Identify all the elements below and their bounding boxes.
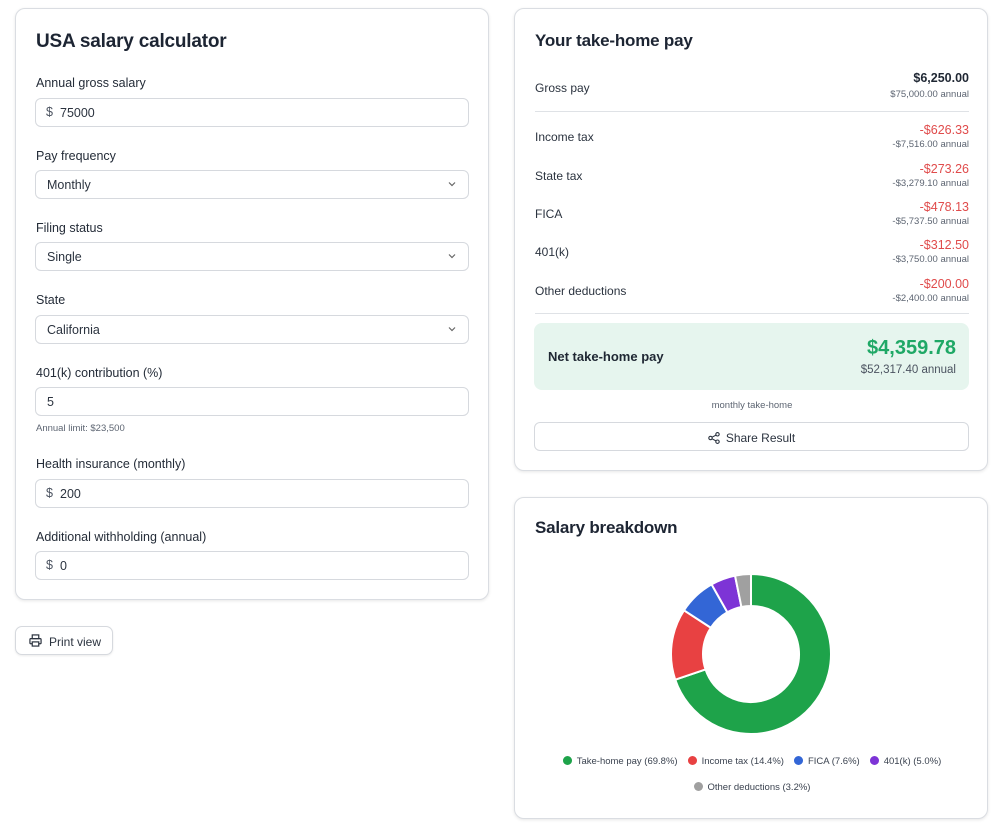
state-select[interactable]: California: [35, 315, 469, 344]
annual-salary-label: Annual gross salary: [36, 76, 146, 90]
deduction-annual: -$2,400.00 annual: [892, 293, 969, 304]
pay-frequency-label: Pay frequency: [36, 149, 116, 163]
contribution-input[interactable]: 5: [35, 387, 469, 416]
printer-icon: [29, 634, 42, 647]
gross-pay-label: Gross pay: [535, 81, 590, 95]
legend-label: Income tax (14.4%): [701, 756, 784, 767]
chevron-down-icon: [448, 182, 456, 187]
deduction-row: State tax -$273.26 -$3,279.10 annual: [535, 162, 969, 196]
pay-frequency-select[interactable]: Monthly: [35, 170, 469, 199]
legend-swatch: [693, 782, 703, 791]
dollar-prefix: $: [46, 558, 53, 572]
deduction-annual: -$3,750.00 annual: [892, 254, 969, 265]
deduction-annual: -$3,279.10 annual: [892, 178, 969, 189]
deduction-annual: -$5,737.50 annual: [892, 216, 969, 227]
deduction-row: 401(k) -$312.50 -$3,750.00 annual: [535, 238, 969, 272]
chevron-down-icon: [448, 254, 456, 259]
state-label: State: [36, 293, 66, 307]
dollar-prefix: $: [46, 486, 53, 500]
gross-pay-amount: $6,250.00: [913, 71, 969, 85]
divider: [535, 111, 969, 112]
net-pay-annual: $52,317.40 annual: [860, 364, 956, 376]
results-title: Your take-home pay: [535, 31, 693, 50]
deduction-label: FICA: [535, 207, 563, 221]
share-icon: [708, 432, 720, 444]
filing-status-value: Single: [47, 250, 82, 264]
breakdown-card: Salary breakdown Take-home pay (69.8%) In…: [514, 497, 988, 819]
legend-label: Other deductions (3.2%): [707, 782, 811, 793]
legend-item: Take-home pay (69.8%): [562, 756, 678, 767]
legend-item: Other deductions (3.2%): [693, 782, 811, 793]
chevron-down-icon: [448, 327, 456, 332]
donut-slice-other-deductions: [733, 572, 752, 609]
donut-slice-take-home-pay: [673, 572, 832, 735]
deduction-amount: -$626.33: [919, 123, 969, 137]
withholding-label: Additional withholding (annual): [36, 530, 207, 544]
legend-item: FICA (7.6%): [793, 756, 860, 767]
annual-salary-value: 75000: [60, 106, 95, 120]
net-pay-label: Net take-home pay: [548, 349, 664, 364]
contribution-hint: Annual limit: $23,500: [36, 423, 125, 434]
print-view-label: Print view: [49, 635, 102, 649]
print-view-button[interactable]: Print view: [15, 626, 113, 655]
deduction-amount: -$273.26: [919, 162, 969, 176]
net-pay-amount: $4,359.78: [867, 337, 956, 359]
breakdown-title: Salary breakdown: [535, 518, 678, 537]
gross-pay-annual: $75,000.00 annual: [890, 89, 969, 100]
withholding-value: 0: [60, 559, 67, 573]
deduction-row: FICA -$478.13 -$5,737.50 annual: [535, 200, 969, 234]
deduction-amount: -$312.50: [919, 238, 969, 252]
deduction-row: Income tax -$626.33 -$7,516.00 annual: [535, 123, 969, 157]
legend-item: Income tax (14.4%): [687, 756, 784, 767]
divider: [535, 313, 969, 314]
share-result-button[interactable]: Share Result: [534, 422, 969, 451]
deduction-amount: -$478.13: [919, 200, 969, 214]
dollar-prefix: $: [46, 105, 53, 119]
deduction-annual: -$7,516.00 annual: [892, 139, 969, 150]
legend-item: 401(k) (5.0%): [869, 756, 942, 767]
chart-legend: Other deductions (3.2%): [515, 782, 989, 793]
deduction-label: State tax: [535, 169, 583, 183]
filing-status-select[interactable]: Single: [35, 242, 469, 271]
net-pay-panel: Net take-home pay $4,359.78 $52,317.40 a…: [534, 323, 969, 390]
gross-pay-row: Gross pay $6,250.00 $75,000.00 annual: [535, 71, 969, 105]
pay-frequency-value: Monthly: [47, 178, 91, 192]
deduction-label: Income tax: [535, 130, 594, 144]
health-value: 200: [60, 487, 81, 501]
withholding-input[interactable]: $ 0: [35, 551, 469, 580]
filing-status-label: Filing status: [36, 221, 103, 235]
annual-salary-input[interactable]: $ 75000: [35, 98, 469, 127]
deduction-label: Other deductions: [535, 284, 627, 298]
health-label: Health insurance (monthly): [36, 457, 186, 471]
legend-swatch: [562, 756, 572, 765]
salary-donut-chart: [670, 572, 832, 735]
form-title: USA salary calculator: [36, 31, 227, 52]
deduction-amount: -$200.00: [919, 277, 969, 291]
legend-label: Take-home pay (69.8%): [576, 756, 678, 767]
legend-swatch: [793, 756, 803, 765]
share-result-label: Share Result: [725, 431, 796, 445]
state-value: California: [47, 323, 100, 337]
deduction-label: 401(k): [535, 245, 570, 259]
contribution-value: 5: [47, 395, 54, 409]
deduction-row: Other deductions -$200.00 -$2,400.00 ann…: [535, 277, 969, 311]
legend-swatch: [869, 756, 879, 765]
legend-swatch: [687, 756, 697, 765]
contribution-label: 401(k) contribution (%): [36, 366, 163, 380]
take-home-card: Your take-home pay Gross pay $6,250.00 $…: [514, 8, 988, 471]
health-input[interactable]: $ 200: [35, 479, 469, 508]
legend-label: 401(k) (5.0%): [883, 756, 942, 767]
calculator-form-card: USA salary calculator Annual gross salar…: [15, 8, 489, 600]
legend-label: FICA (7.6%): [807, 756, 860, 767]
frequency-note: monthly take-home: [711, 400, 793, 411]
chart-legend: Take-home pay (69.8%) Income tax (14.4%) F…: [515, 756, 989, 767]
